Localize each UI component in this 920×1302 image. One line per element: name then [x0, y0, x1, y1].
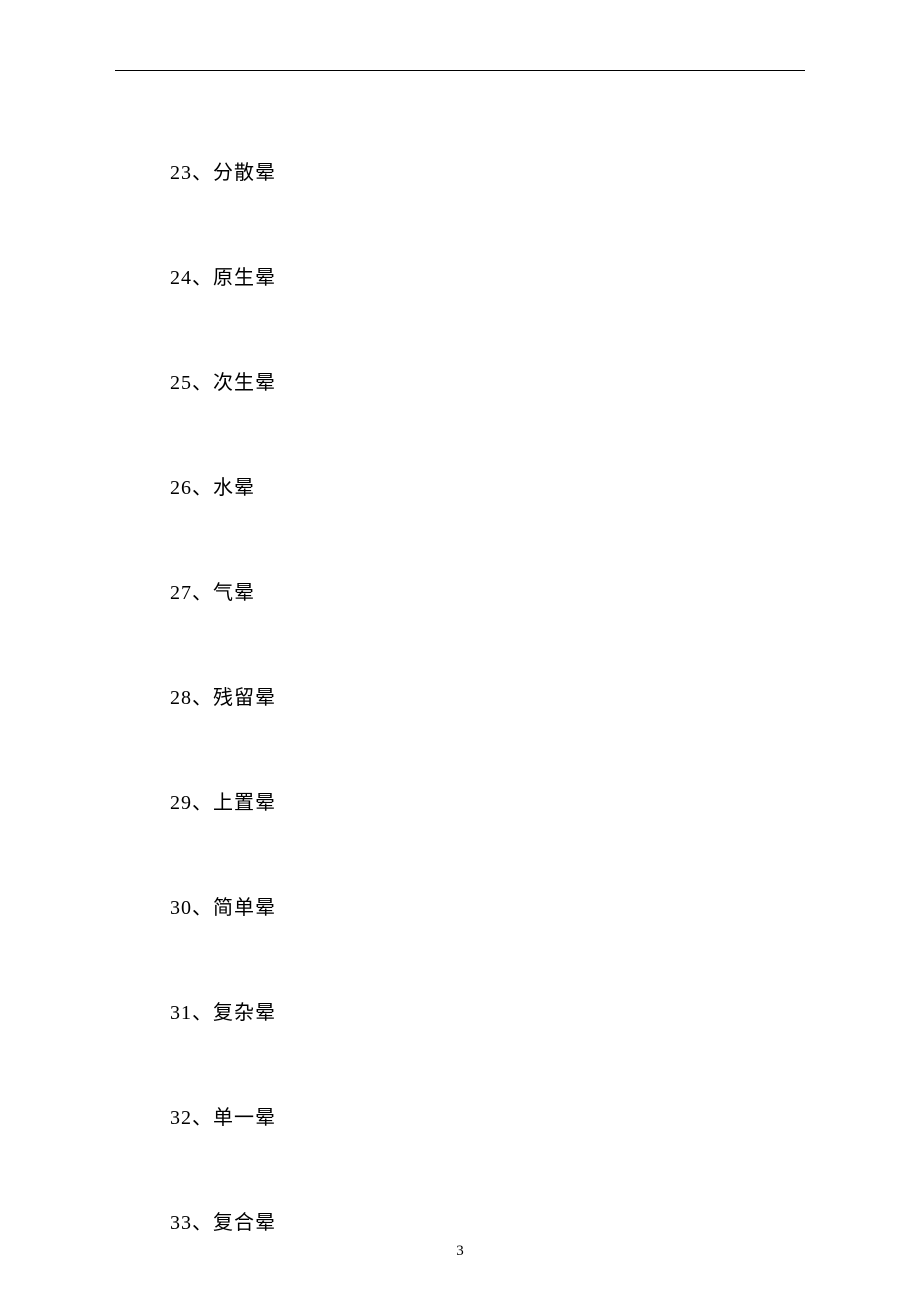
- item-number: 32: [170, 1107, 192, 1129]
- list-item: 27、气晕: [115, 576, 805, 605]
- page-container: 23、分散晕 24、原生晕 25、次生晕 26、水晕 27、气晕 28、残留晕 …: [0, 0, 920, 1235]
- item-number: 26: [170, 477, 192, 499]
- list-item: 33、复合晕: [115, 1206, 805, 1235]
- item-separator: 、: [192, 1212, 213, 1234]
- item-separator: 、: [192, 1107, 213, 1129]
- item-text: 残留晕: [213, 687, 276, 709]
- page-number: 3: [0, 1243, 920, 1260]
- horizontal-rule: [115, 70, 805, 71]
- item-number: 31: [170, 1002, 192, 1024]
- item-separator: 、: [192, 582, 213, 604]
- item-separator: 、: [192, 267, 213, 289]
- list-item: 32、单一晕: [115, 1101, 805, 1130]
- item-number: 30: [170, 897, 192, 919]
- item-text: 气晕: [213, 582, 255, 604]
- item-text: 水晕: [213, 477, 255, 499]
- item-number: 25: [170, 372, 192, 394]
- item-text: 次生晕: [213, 372, 276, 394]
- item-text: 分散晕: [213, 162, 276, 184]
- item-separator: 、: [192, 687, 213, 709]
- item-number: 27: [170, 582, 192, 604]
- item-text: 单一晕: [213, 1107, 276, 1129]
- item-number: 28: [170, 687, 192, 709]
- item-separator: 、: [192, 897, 213, 919]
- item-number: 24: [170, 267, 192, 289]
- item-text: 复杂晕: [213, 1002, 276, 1024]
- item-number: 29: [170, 792, 192, 814]
- list-item: 26、水晕: [115, 471, 805, 500]
- item-text: 简单晕: [213, 897, 276, 919]
- item-separator: 、: [192, 1002, 213, 1024]
- item-number: 33: [170, 1212, 192, 1234]
- list-item: 28、残留晕: [115, 681, 805, 710]
- list-item: 25、次生晕: [115, 366, 805, 395]
- list-item: 24、原生晕: [115, 261, 805, 290]
- list-item: 31、复杂晕: [115, 996, 805, 1025]
- item-number: 23: [170, 162, 192, 184]
- item-text: 原生晕: [213, 267, 276, 289]
- list-item: 30、简单晕: [115, 891, 805, 920]
- item-separator: 、: [192, 792, 213, 814]
- list-item: 23、分散晕: [115, 156, 805, 185]
- list-item: 29、上置晕: [115, 786, 805, 815]
- item-separator: 、: [192, 372, 213, 394]
- item-text: 复合晕: [213, 1212, 276, 1234]
- item-text: 上置晕: [213, 792, 276, 814]
- item-separator: 、: [192, 162, 213, 184]
- item-separator: 、: [192, 477, 213, 499]
